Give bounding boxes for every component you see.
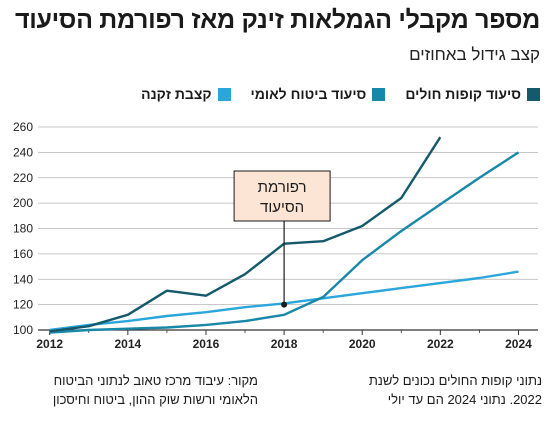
y-tick-label-260: 260 bbox=[13, 120, 33, 134]
y-tick-label-100: 100 bbox=[13, 323, 33, 337]
note-line-2: 2022. נתוני 2024 הם עד יולי bbox=[387, 392, 542, 407]
series-bituach-leumi-line bbox=[49, 151, 520, 334]
annotation-dot bbox=[281, 301, 288, 308]
reform-annotation: רפורמת הסיעוד bbox=[233, 170, 331, 308]
series-kupot-holim-line bbox=[49, 136, 442, 333]
legend-item-zikna: קצבת זקנה bbox=[141, 86, 231, 102]
note-line-1: נתוני קופות החולים נכונים לשנת bbox=[368, 373, 542, 388]
y-tick-label-240: 240 bbox=[13, 145, 33, 159]
annotation-box bbox=[233, 170, 331, 222]
legend-label-zikna: קצבת זקנה bbox=[141, 86, 212, 102]
annotation-text-line-2: הסיעוד bbox=[260, 199, 304, 216]
legend: סיעוד קופות חולים סיעוד ביטוח לאומי קצבת… bbox=[141, 86, 540, 102]
x-tick-label-2014: 2014 bbox=[114, 337, 141, 351]
y-tick-label-180: 180 bbox=[13, 222, 33, 236]
x-tick-label-2012: 2012 bbox=[36, 337, 63, 351]
line-chart: 100 120 140 160 180 200 220 240 260 2012 2014 2016… bbox=[13, 120, 538, 351]
x-tick-label-2016: 2016 bbox=[193, 337, 220, 351]
legend-item-bituach: סיעוד ביטוח לאומי bbox=[251, 86, 386, 102]
source-line-1: מקור: עיבוד מרכז טאוב לנתוני הביטוח bbox=[53, 373, 258, 388]
chart-subtitle: קצב גידול באחוזים bbox=[409, 45, 540, 64]
annotation-text-line-1: רפורמת bbox=[258, 179, 307, 196]
x-tick-label-2018: 2018 bbox=[271, 337, 298, 351]
y-tick-label-200: 200 bbox=[13, 196, 33, 210]
x-tick-label-2020: 2020 bbox=[349, 337, 376, 351]
y-tick-label-220: 220 bbox=[13, 171, 33, 185]
y-tick-label-120: 120 bbox=[13, 298, 33, 312]
legend-label-bituach: סיעוד ביטוח לאומי bbox=[250, 86, 367, 102]
legend-swatch-zikna bbox=[217, 87, 231, 101]
legend-swatch-kupot bbox=[527, 87, 540, 101]
y-tick-label-140: 140 bbox=[13, 272, 33, 286]
grid-lines bbox=[38, 126, 538, 331]
data-note: נתוני קופות החולים נכונים לשנת 2022. נתו… bbox=[282, 371, 542, 409]
y-tick-label-160: 160 bbox=[13, 247, 33, 261]
x-tick-label-2024: 2024 bbox=[505, 337, 532, 351]
y-axis-ticks: 100 120 140 160 180 200 220 240 260 bbox=[13, 120, 33, 337]
legend-item-kupot: סיעוד קופות חולים bbox=[405, 86, 540, 102]
source-note: מקור: עיבוד מרכז טאוב לנתוני הביטוח הלאו… bbox=[8, 371, 258, 409]
x-axis-ticks: 2012 2014 2016 2018 2020 2022 2024 bbox=[36, 330, 532, 351]
chart-title: מספר מקבלי הגמלאות זינק מאז רפורמת הסיעו… bbox=[15, 6, 540, 34]
legend-swatch-bituach bbox=[372, 87, 386, 101]
x-tick-label-2022: 2022 bbox=[427, 337, 454, 351]
source-line-2: הלאומי ורשות שוק ההון, ביטוח וחיסכון bbox=[52, 392, 258, 407]
legend-label-kupot: סיעוד קופות חולים bbox=[405, 86, 521, 102]
